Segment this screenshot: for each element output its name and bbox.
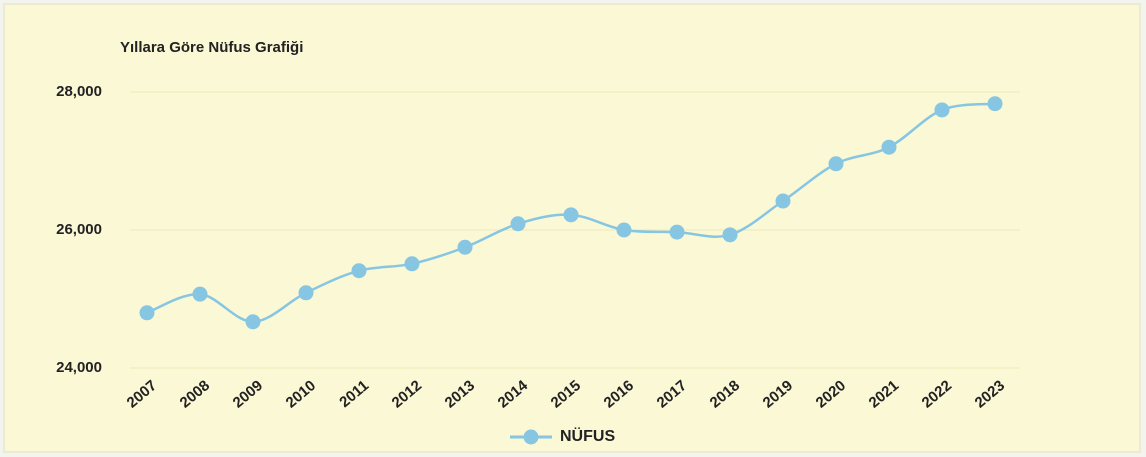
point — [828, 156, 844, 172]
point — [139, 305, 155, 321]
point — [616, 222, 632, 238]
point — [245, 314, 261, 330]
chart-title: Yıllara Göre Nüfus Grafiği — [120, 39, 303, 56]
legend-swatch — [523, 429, 539, 445]
legend-label: NÜFUS — [560, 426, 615, 445]
point — [404, 256, 420, 272]
point — [881, 139, 897, 155]
point — [669, 224, 685, 240]
point — [987, 96, 1003, 112]
y-tick-label: 28,000 — [56, 83, 102, 100]
point — [351, 263, 367, 279]
y-tick-label: 26,000 — [56, 221, 102, 238]
point — [298, 285, 314, 301]
point — [510, 216, 526, 232]
point — [192, 286, 208, 302]
y-tick-label: 24,000 — [56, 359, 102, 376]
point — [722, 227, 738, 243]
point — [934, 102, 950, 118]
chart-background — [3, 3, 1141, 453]
point — [775, 193, 791, 209]
point — [563, 207, 579, 223]
point — [457, 239, 473, 255]
